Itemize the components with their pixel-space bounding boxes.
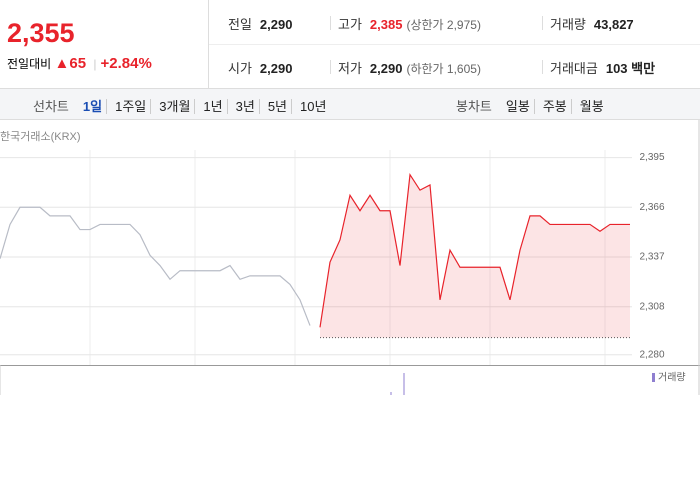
change-label: 전일대비 xyxy=(7,57,52,71)
stat-note: (상한가 2,975) xyxy=(406,18,481,32)
tab[interactable]: 주봉 xyxy=(538,99,572,114)
row-divider xyxy=(209,44,700,45)
stat-value: 43,827 xyxy=(593,17,634,32)
col-divider xyxy=(542,60,543,74)
y-tick-label: 2,308 xyxy=(639,301,664,312)
area xyxy=(320,174,630,338)
tab[interactable]: 5년 xyxy=(263,99,293,114)
tab[interactable]: 일봉 xyxy=(501,99,535,114)
tab[interactable]: 월봉 xyxy=(579,99,604,114)
candle-tabs: 봉차트 일봉 주봉 월봉 xyxy=(456,96,612,116)
stat-label: 고가 xyxy=(338,17,362,32)
stat: 시가 2,290 xyxy=(228,58,292,78)
tab-label: 봉차트 xyxy=(456,99,492,114)
line-tabs: 선차트 1일 1주일 3개월 1년 3년 5년 10년 xyxy=(33,96,334,116)
stat: 거래량 43,827 xyxy=(550,14,634,34)
y-tick-label: 2,337 xyxy=(639,252,664,263)
stat-value: 2,385 xyxy=(369,17,403,32)
tab[interactable]: 1년 xyxy=(199,99,228,114)
legend-swatch xyxy=(652,373,655,382)
col-divider xyxy=(542,16,543,30)
change-icon: ▲ xyxy=(54,55,70,72)
tab[interactable]: 3개월 xyxy=(155,99,196,114)
change-row: 전일대비 ▲65 | +2.84% xyxy=(7,55,152,72)
stat-label: 저가 xyxy=(338,61,362,76)
col-divider xyxy=(330,16,331,30)
stat-label: 거래량 xyxy=(550,17,586,32)
stat: 저가 2,290 (하한가 1,605) xyxy=(338,58,481,78)
tab-bar: 선차트 1일 1주일 3개월 1년 3년 5년 10년 봉차트 일봉 주봉 월봉 xyxy=(0,88,700,120)
stat-value: 103 백만 xyxy=(605,61,656,76)
stat: 전일 2,290 xyxy=(228,14,292,34)
y-tick-label: 2,280 xyxy=(639,349,664,360)
y-tick-label: 2,366 xyxy=(639,202,664,213)
col-divider xyxy=(330,60,331,74)
y-tick-label: 2,395 xyxy=(639,152,664,163)
source: 한국거래소(KRX) xyxy=(0,130,81,143)
tab[interactable]: 1일 xyxy=(78,99,108,114)
price-line xyxy=(319,172,630,328)
stat: 고가 2,385 (상한가 2,975) xyxy=(338,14,481,34)
stat-value: 2,290 xyxy=(259,17,293,32)
price-line xyxy=(0,206,311,326)
divider: | xyxy=(93,57,97,71)
tab[interactable]: 10년 xyxy=(300,99,327,114)
stat-label: 거래대금 xyxy=(550,61,598,76)
tab-label: 선차트 xyxy=(33,99,69,114)
price-box: 2,355 전일대비 ▲65 | +2.84% xyxy=(0,0,209,88)
stat-value: 2,290 xyxy=(259,61,293,76)
stat-label: 시가 xyxy=(228,61,252,76)
change-rate: +2.84% xyxy=(100,55,152,72)
tab[interactable]: 1주일 xyxy=(111,99,152,114)
legend-label: 거래량 xyxy=(658,372,686,384)
stat-value: 2,290 xyxy=(369,61,403,76)
stat-label: 전일 xyxy=(228,17,252,32)
stat-note: (하한가 1,605) xyxy=(406,62,481,76)
price: 2,355 xyxy=(7,18,75,48)
stat: 거래대금 103 백만 xyxy=(550,58,655,78)
change: 65 xyxy=(69,55,87,72)
tab[interactable]: 3년 xyxy=(231,99,260,114)
